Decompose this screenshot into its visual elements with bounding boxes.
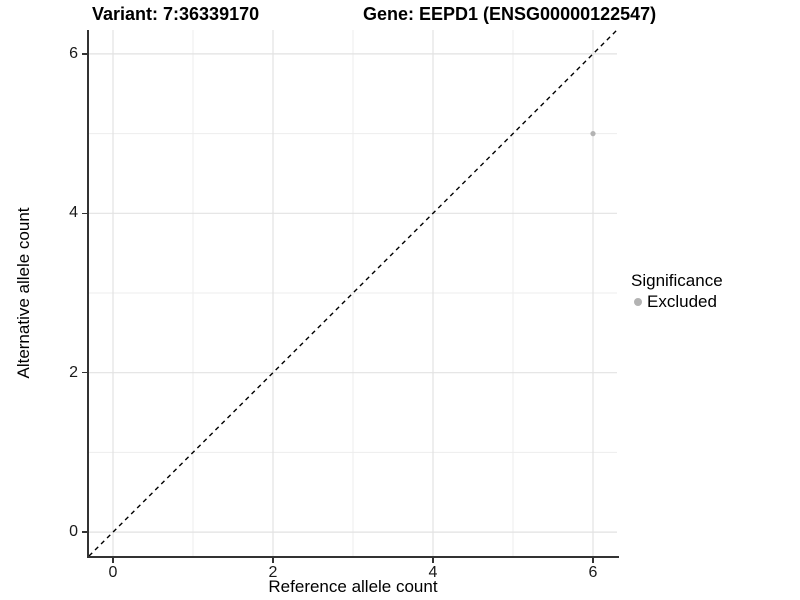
- legend-title: Significance: [631, 271, 723, 290]
- y-tick-mark: [82, 53, 87, 55]
- y-axis-line: [87, 30, 89, 558]
- plot-title-gene: Gene: EEPD1 (ENSG00000122547): [363, 4, 657, 24]
- legend-point-icon: [634, 298, 642, 306]
- y-tick-label: 2: [69, 363, 78, 381]
- x-axis-title: Reference allele count: [268, 577, 438, 596]
- x-tick-label: 0: [108, 564, 118, 581]
- x-tick-mark: [592, 558, 594, 563]
- x-tick-label: 2: [268, 564, 278, 581]
- plot-area-svg: [89, 30, 617, 556]
- plot-panel: [89, 30, 617, 556]
- x-tick-mark: [432, 558, 434, 563]
- data-point: [590, 131, 596, 137]
- y-tick-label: 4: [69, 204, 78, 222]
- x-tick-label: 4: [428, 564, 438, 581]
- legend: Significance Excluded: [631, 271, 723, 311]
- x-axis-line: [87, 556, 619, 558]
- y-axis-title: Alternative allele count: [14, 207, 33, 379]
- legend-item-label: Excluded: [647, 292, 717, 311]
- y-tick-label: 0: [69, 523, 78, 541]
- y-tick-mark: [82, 531, 87, 533]
- x-tick-mark: [272, 558, 274, 563]
- legend-item-excluded: Excluded: [634, 293, 723, 311]
- x-tick-label: 6: [588, 564, 598, 581]
- y-tick-mark: [82, 371, 87, 374]
- x-tick-mark: [112, 558, 114, 563]
- y-tick-label: 6: [69, 44, 78, 62]
- identity-line: [89, 30, 617, 556]
- y-tick-mark: [82, 212, 87, 215]
- plot-title-variant: Variant: 7:36339170: [92, 4, 260, 24]
